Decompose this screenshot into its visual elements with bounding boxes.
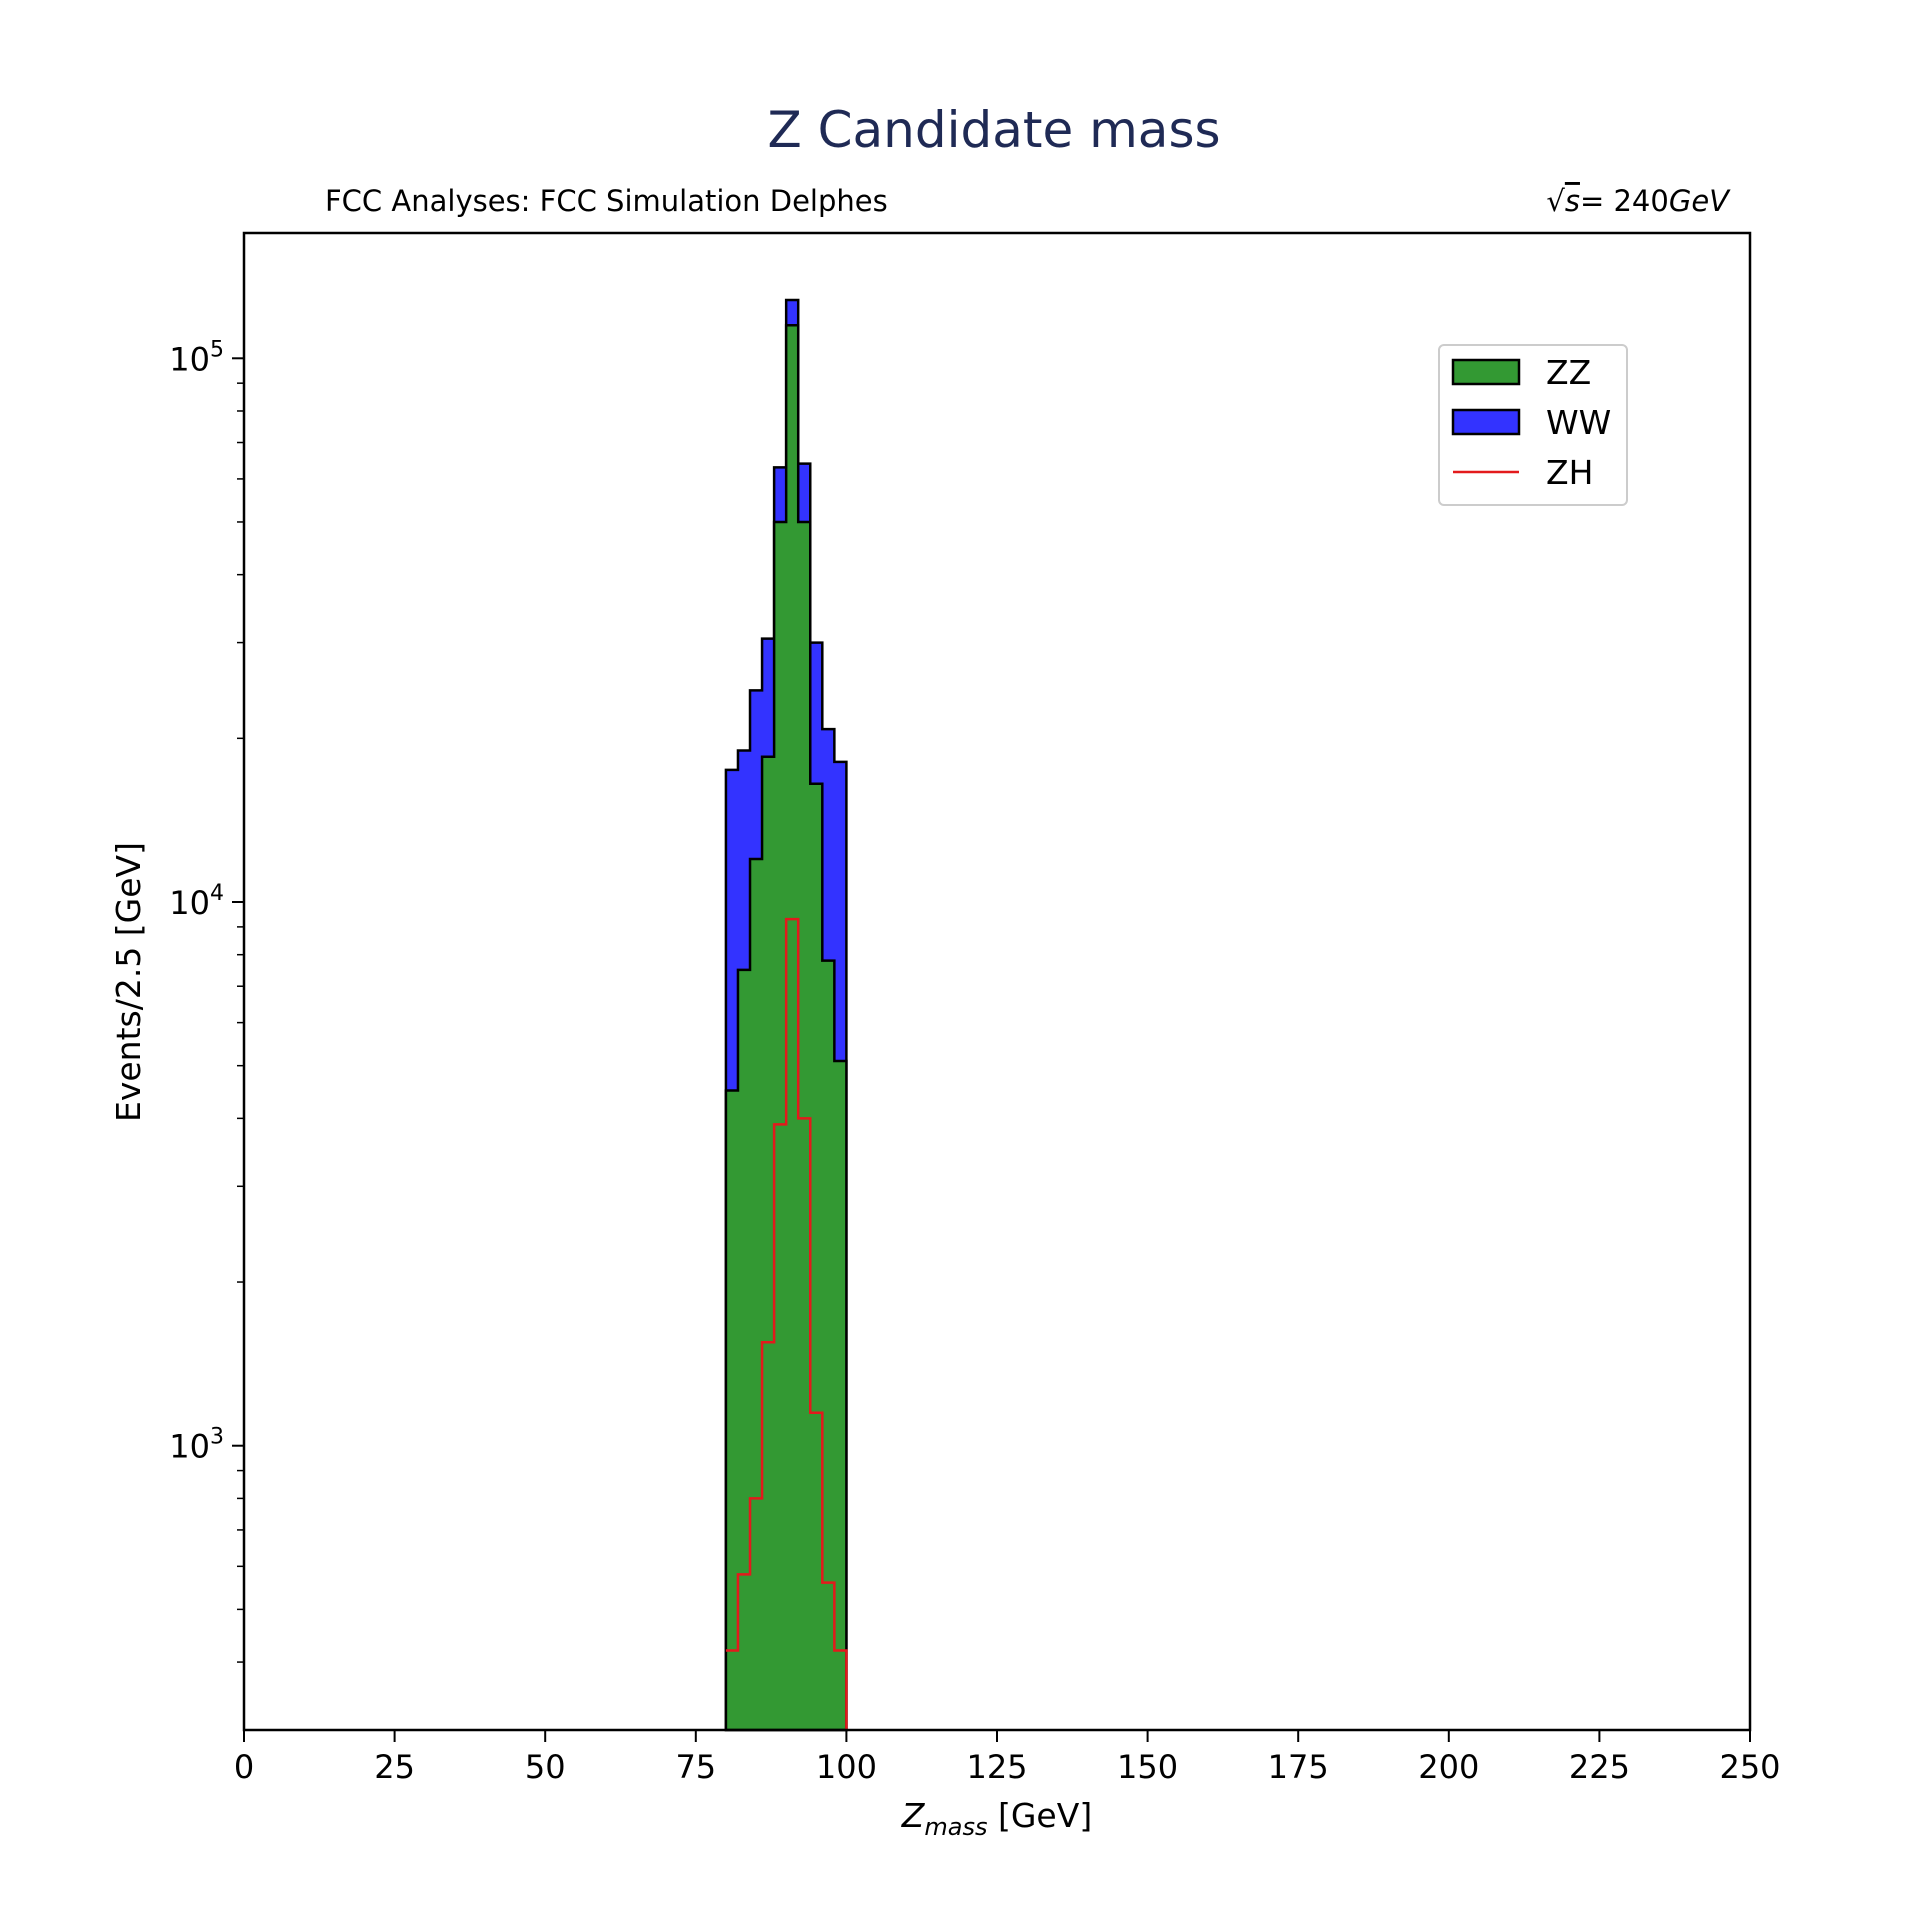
chart-subtitle-left: FCC Analyses: FCC Simulation Delphes	[325, 184, 888, 218]
legend-swatch-zz	[1451, 358, 1521, 386]
x-tick-label: 175	[1268, 1748, 1329, 1786]
chart-title: Z Candidate mass	[767, 101, 1220, 159]
x-tick-label: 75	[675, 1748, 716, 1786]
legend-label-zh: ZH	[1546, 453, 1593, 492]
plot-area	[724, 298, 848, 1732]
legend-swatch-ww	[1451, 408, 1521, 436]
x-tick-label: 125	[966, 1748, 1027, 1786]
x-tick-label: 0	[234, 1748, 254, 1786]
energy-value: = 240	[1580, 184, 1669, 218]
x-axis-label: Zmass [GeV]	[901, 1796, 1092, 1841]
x-tick-label: 200	[1418, 1748, 1479, 1786]
y-tick-label: 105	[169, 337, 224, 378]
legend: ZZ WW ZH	[1438, 344, 1628, 506]
legend-label-zz: ZZ	[1546, 353, 1591, 392]
y-tick-label: 104	[169, 881, 224, 922]
y-axis-label: Events/2.5 [GeV]	[109, 842, 148, 1122]
x-tick-label: 250	[1719, 1748, 1780, 1786]
x-axis-label-main: Z	[901, 1796, 926, 1835]
x-axis: 0 25 50 75 100 125 150 175 200 225 250	[234, 1730, 1781, 1786]
x-axis-label-unit: [GeV]	[988, 1796, 1093, 1835]
y-axis: 103 104 105	[169, 337, 244, 1663]
sqrt-s: s	[1565, 184, 1580, 218]
legend-label-ww: WW	[1546, 403, 1611, 442]
x-tick-label: 100	[816, 1748, 877, 1786]
series-zh-line	[725, 917, 848, 1730]
energy-unit: GeV	[1669, 184, 1731, 218]
y-tick-label: 103	[169, 1425, 224, 1466]
x-axis-label-sub: mass	[924, 1813, 987, 1841]
x-tick-label: 25	[374, 1748, 415, 1786]
x-tick-label: 50	[525, 1748, 566, 1786]
chart-subtitle-right: √s= 240GeV	[1546, 184, 1731, 218]
sqrt-symbol: √	[1546, 184, 1565, 218]
x-tick-label: 150	[1117, 1748, 1178, 1786]
x-tick-label: 225	[1569, 1748, 1630, 1786]
